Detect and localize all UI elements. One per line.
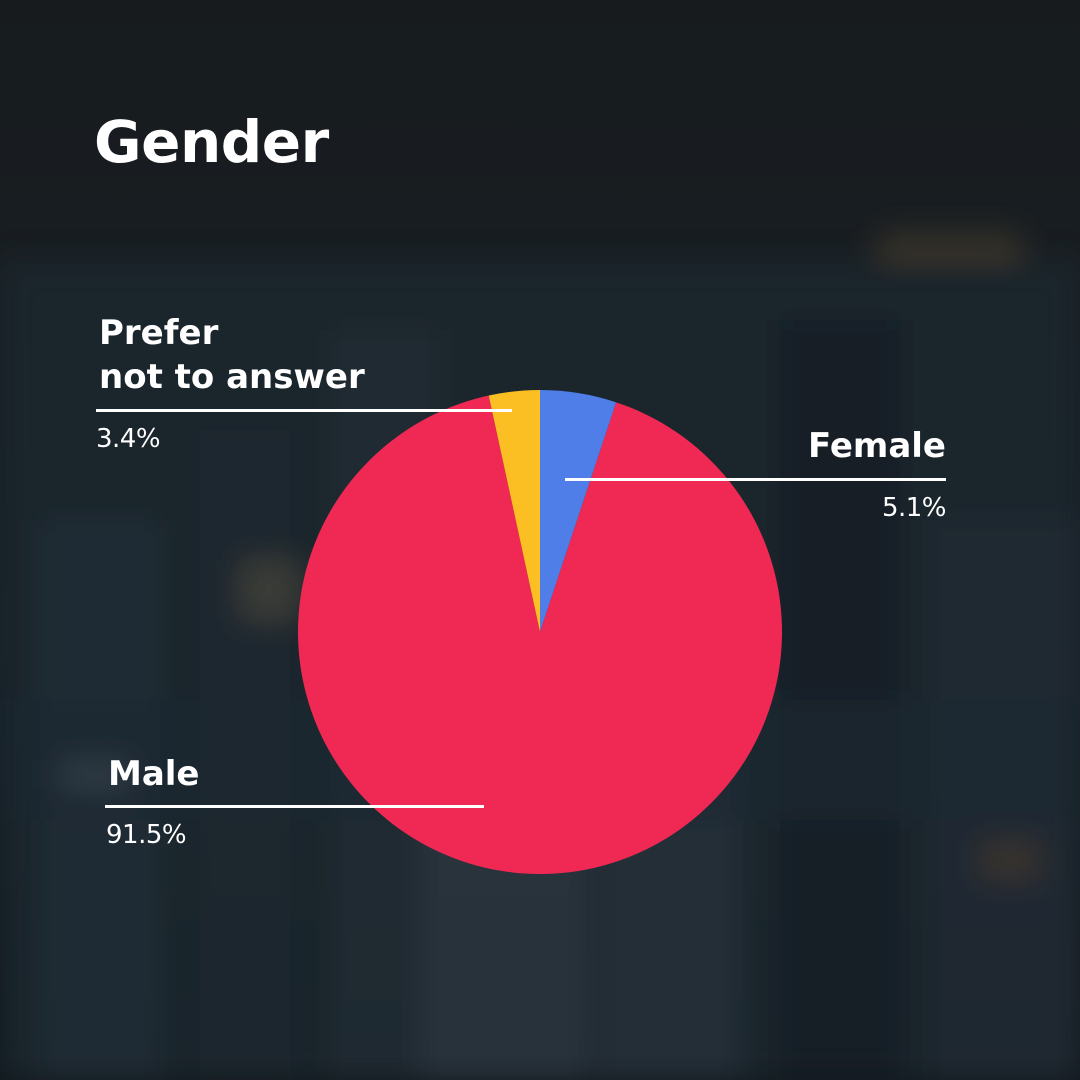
- prefer-value: 3.4%: [96, 424, 161, 454]
- male-value: 91.5%: [106, 820, 187, 850]
- male-label: Male: [108, 754, 200, 794]
- prefer-leader-line: [96, 409, 512, 412]
- prefer-label-line2: not to answer: [99, 357, 365, 398]
- female-value: 5.1%: [881, 493, 947, 523]
- female-label: Female: [808, 426, 946, 466]
- prefer-label: Prefer not to answer: [99, 311, 365, 399]
- chart-title: Gender: [94, 108, 329, 176]
- pie-slice-male: [298, 395, 783, 874]
- pie-slices: [298, 390, 783, 874]
- female-leader-line: [565, 478, 946, 481]
- male-leader-line: [105, 805, 484, 808]
- pie-slice-female: [540, 390, 617, 632]
- prefer-label-line1: Prefer: [99, 313, 219, 353]
- pie-slice-prefer-not-to-answer: [488, 390, 540, 632]
